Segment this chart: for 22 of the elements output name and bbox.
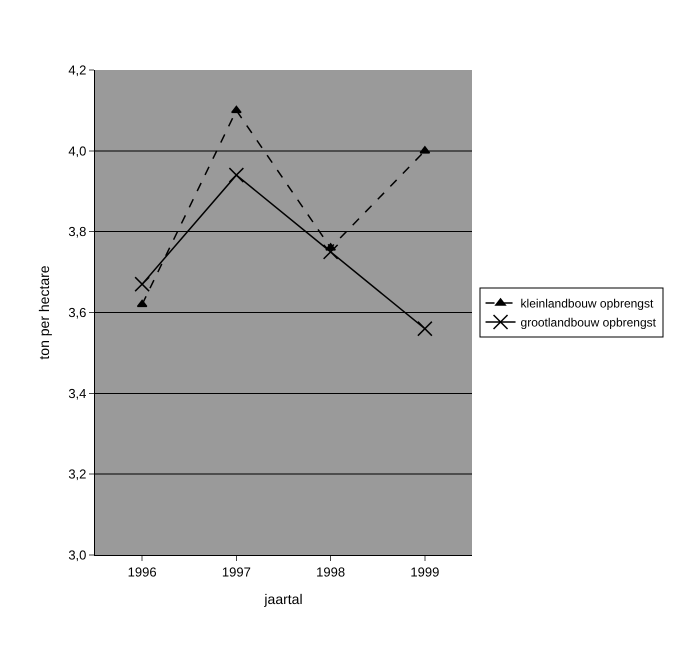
point: [136, 300, 148, 308]
legend-label: kleinlandbouw opbrengst: [520, 296, 654, 311]
x-axis-title: jaartal: [263, 590, 303, 607]
x-tick-label: 1998: [316, 564, 346, 580]
x-tick-label: 1997: [222, 564, 251, 580]
point: [228, 167, 244, 183]
point: [417, 320, 433, 336]
point: [420, 146, 430, 154]
y-axis-title: ton per hectare: [36, 265, 52, 360]
legend-label: grootlandbouw opbrengst: [520, 316, 657, 330]
y-tick-label: 3,8: [68, 224, 86, 240]
y-tick-label: 4,0: [68, 143, 86, 158]
y-tick-label: 3,2: [68, 466, 86, 482]
y-tick-label: 3,6: [68, 305, 86, 320]
point: [322, 244, 338, 260]
y-tick-label: 3,4: [68, 386, 86, 401]
y-tick-label: 3,0: [68, 548, 86, 563]
point: [134, 276, 150, 292]
x-tick-label: 1999: [410, 564, 440, 580]
point: [231, 106, 242, 114]
x-tick-label: 1996: [128, 564, 157, 580]
y-tick-label: 4,2: [68, 62, 86, 78]
